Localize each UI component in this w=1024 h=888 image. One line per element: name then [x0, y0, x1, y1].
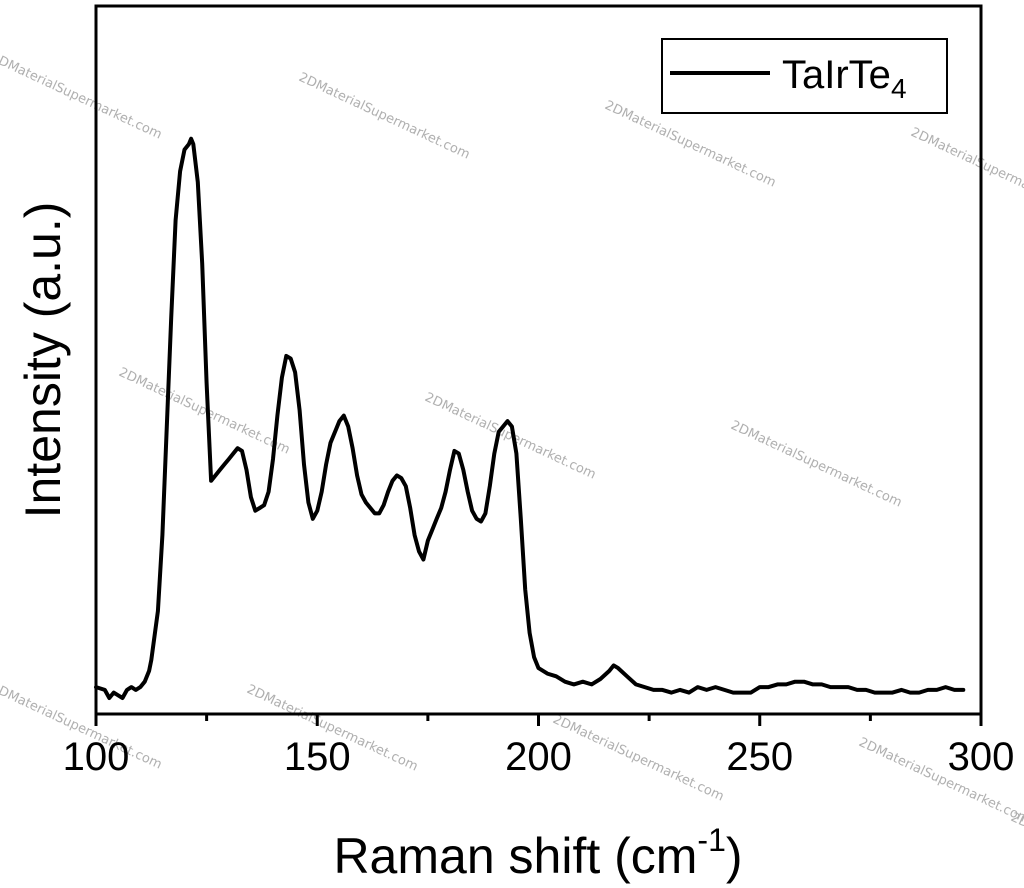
x-tick-label: 250: [726, 735, 793, 779]
y-axis-title: Intensity (a.u.): [15, 202, 71, 519]
x-axis-ticks: 100 150 200 250 300: [63, 714, 1015, 779]
watermark-text: 2DMaterialSupermarket.com: [908, 125, 1024, 218]
watermark-text: 2DMaterialSupermarket.com: [728, 418, 904, 511]
watermark-text: 2DMaterialSupermarket.com: [0, 50, 164, 143]
legend: TaIrTe4: [661, 38, 948, 114]
x-tick-label: 100: [63, 735, 130, 779]
watermark-text: 2DMaterialSupermarket.com: [296, 70, 472, 163]
watermark-text: 2DMaterialSupermarket.com: [1008, 810, 1024, 888]
x-tick-label: 300: [948, 735, 1015, 779]
x-axis-title: Raman shift (cm-1): [333, 822, 742, 884]
watermark-text: 2DMaterialSupermarket.com: [550, 712, 726, 805]
legend-box: [661, 38, 948, 114]
x-tick-label: 200: [505, 735, 572, 779]
watermark-text: 2DMaterialSupermarket.com: [116, 365, 292, 458]
series-line-taIrTe4: [94, 136, 966, 700]
legend-label: TaIrTe4: [782, 53, 907, 104]
x-tick-label: 150: [284, 735, 351, 779]
